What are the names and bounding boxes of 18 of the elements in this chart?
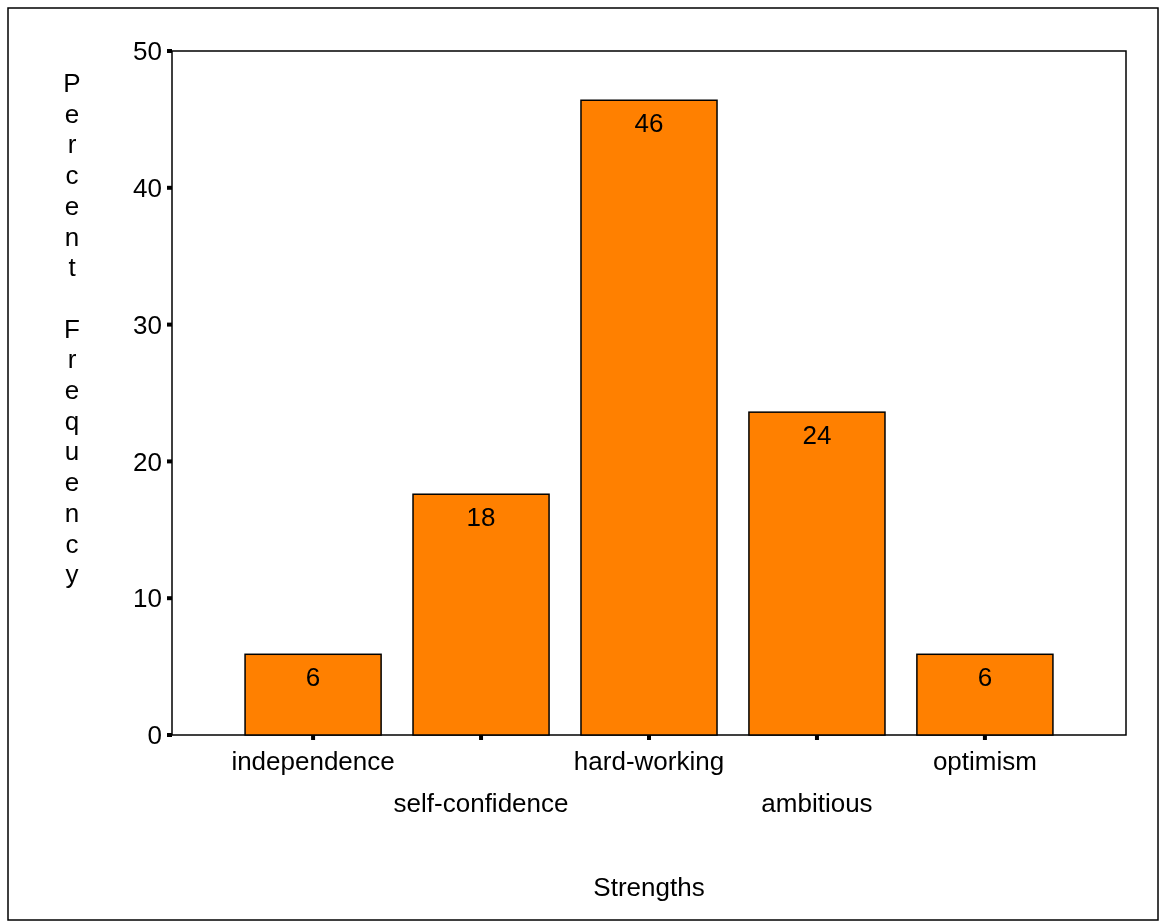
x-axis-title: Strengths xyxy=(593,872,705,902)
y-tick-label: 0 xyxy=(147,720,162,751)
x-tick-label: hard-working xyxy=(573,746,725,776)
data-label: 6 xyxy=(305,662,321,693)
data-label: 24 xyxy=(802,420,832,451)
x-tick-label: optimism xyxy=(932,746,1037,776)
data-label: 18 xyxy=(466,502,496,533)
y-tick-label: 40 xyxy=(133,172,162,203)
y-tick-label: 30 xyxy=(133,309,162,340)
data-label: 46 xyxy=(634,108,664,139)
x-tick-label: independence xyxy=(231,746,395,776)
x-tick-label: self-confidence xyxy=(393,788,569,818)
x-tick-label: ambitious xyxy=(761,788,873,818)
text: Percent Frequency xyxy=(63,68,81,590)
data-label: 6 xyxy=(977,662,993,693)
y-tick-label: 20 xyxy=(133,446,162,477)
y-tick-label: 10 xyxy=(133,583,162,614)
y-tick-label: 50 xyxy=(133,36,162,67)
